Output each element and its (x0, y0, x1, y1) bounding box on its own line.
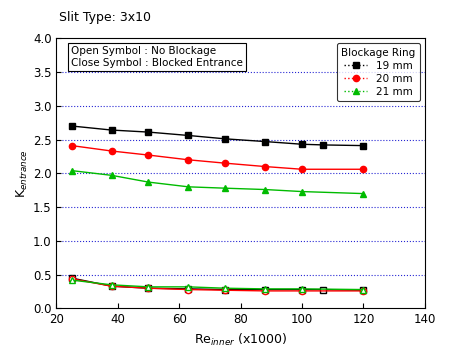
Text: Open Symbol : No Blockage
Close Symbol : Blocked Entrance: Open Symbol : No Blockage Close Symbol :… (71, 46, 243, 68)
Y-axis label: K$_{entrance}$: K$_{entrance}$ (15, 149, 30, 198)
X-axis label: Re$_{inner}$ (x1000): Re$_{inner}$ (x1000) (194, 332, 287, 348)
Legend: 19 mm, 20 mm, 21 mm: 19 mm, 20 mm, 21 mm (337, 43, 419, 101)
Text: Slit Type: 3x10: Slit Type: 3x10 (59, 11, 151, 24)
